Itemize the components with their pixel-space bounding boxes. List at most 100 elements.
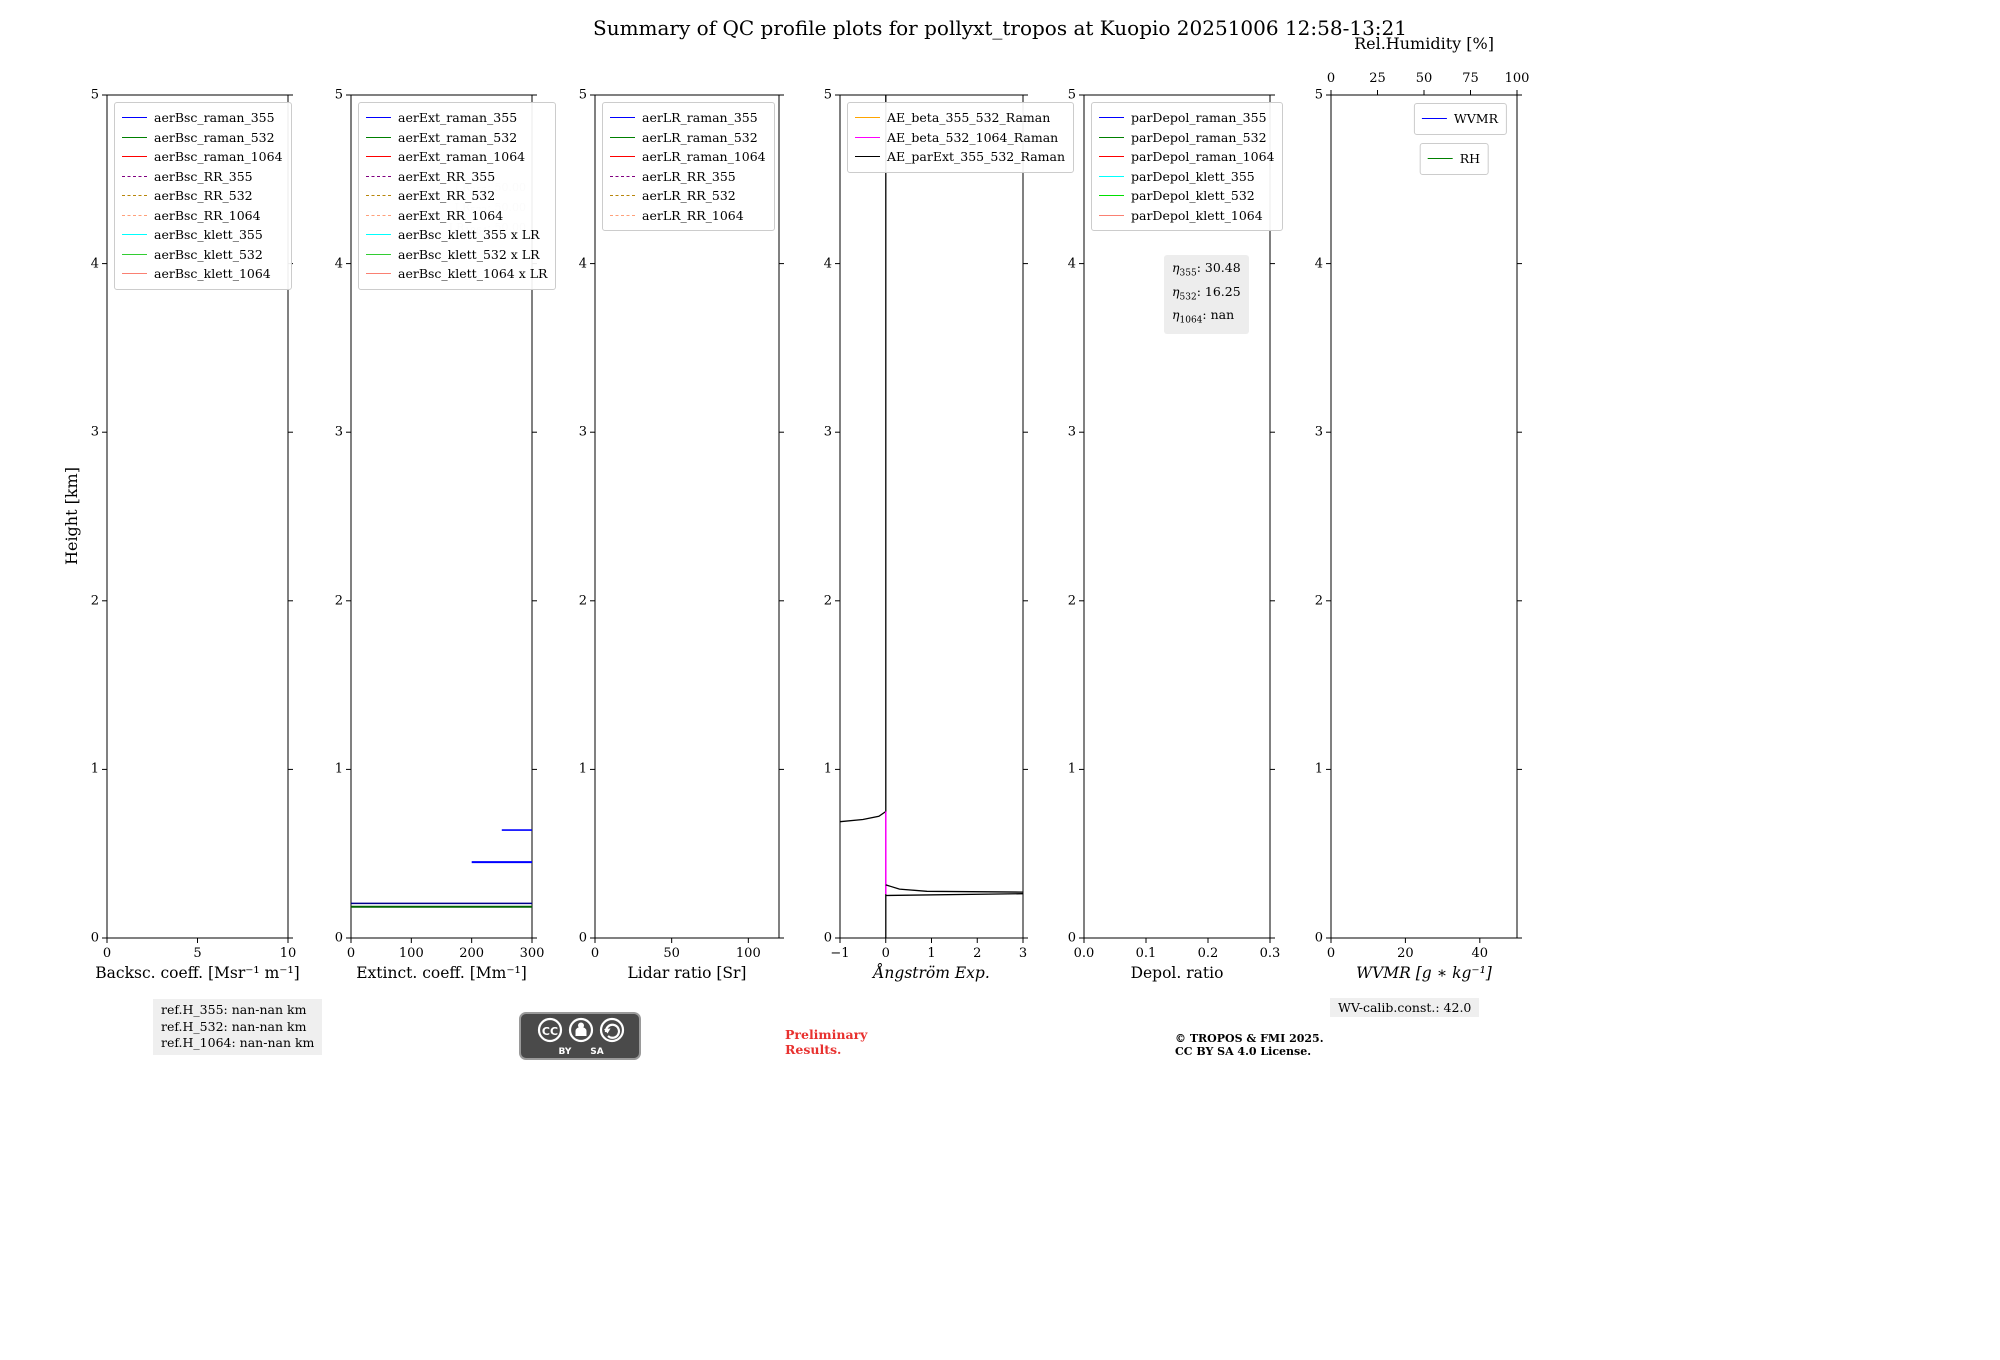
y-tick-label: 1 <box>1067 761 1076 777</box>
eta-annotation-line: η1064: nan <box>1172 307 1235 326</box>
legend-item: AE_parExt_355_532_Raman <box>855 147 1065 167</box>
cc-badge-by-label: BY <box>559 1047 572 1057</box>
legend-line-sample <box>122 234 147 236</box>
legend-label: parDepol_raman_355 <box>1131 110 1267 126</box>
legend-line-sample <box>122 136 147 138</box>
legend-item: aerBsc_klett_532 <box>122 245 283 265</box>
eta-annotation-line: η532: 16.25 <box>1172 283 1241 303</box>
y-tick-label: 1 <box>334 761 343 777</box>
legend-line-sample <box>855 136 880 138</box>
legend-label: aerBsc_klett_1064 x LR <box>398 266 548 282</box>
legend-line-sample <box>122 117 147 119</box>
legend-line-sample <box>1099 136 1124 138</box>
legend-label: aerBsc_RR_355 <box>154 168 253 184</box>
x-tick-label: 0 <box>881 946 890 961</box>
legend-label: aerLR_RR_1064 <box>642 207 744 223</box>
legend-line-sample <box>366 214 391 216</box>
y-tick-label: 4 <box>334 256 343 272</box>
y-tick-label: 5 <box>1314 87 1323 103</box>
x-axis-label-wvmr: WVMR [g ∗ kg⁻¹] <box>1356 964 1492 982</box>
legend-label: aerBsc_RR_1064 <box>154 207 261 223</box>
legend-line-sample <box>610 195 635 197</box>
legend-label: aerExt_raman_532 <box>398 129 518 145</box>
y-tick-label: 0 <box>334 930 343 946</box>
legend-item: aerLR_RR_1064 <box>610 206 766 226</box>
x-tick-label: 0 <box>346 946 356 961</box>
y-tick-label: 1 <box>578 761 587 777</box>
legend-line-sample <box>1099 156 1124 158</box>
legend-label: AE_parExt_355_532_Raman <box>887 149 1066 165</box>
legend-item: aerBsc_raman_355 <box>122 108 283 128</box>
legend-item: parDepol_klett_532 <box>1099 186 1274 206</box>
legend-item: aerBsc_RR_532 <box>122 186 283 206</box>
legend-line-sample <box>1099 117 1124 119</box>
legend-line-sample <box>610 117 635 119</box>
legend-line-sample <box>610 175 635 177</box>
legend-item: aerBsc_klett_532 x LR <box>366 245 547 265</box>
legend-label: aerBsc_RR_532 <box>154 188 253 204</box>
legend-line-sample <box>122 156 147 158</box>
legend-item: aerExt_raman_355 <box>366 108 547 128</box>
y-tick-label: 2 <box>1067 593 1076 609</box>
legend-line-sample <box>855 156 880 158</box>
copyright-note: © TROPOS & FMI 2025. CC BY SA 4.0 Licens… <box>1175 1032 1324 1058</box>
x-tick-label: 1 <box>927 946 936 961</box>
y-tick-label: 3 <box>334 424 343 440</box>
legend-label: aerLR_raman_532 <box>642 129 758 145</box>
legend-item: aerBsc_klett_1064 x LR <box>366 264 547 284</box>
y-tick-label: 0 <box>90 930 99 946</box>
legend-line-sample <box>610 156 635 158</box>
series-AE_lower_curve <box>885 884 1024 893</box>
legend-angstrom: AE_beta_355_532_Raman AE_beta_532_1064_Ra… <box>847 102 1075 173</box>
legend-line-sample <box>366 175 391 177</box>
legend-line-sample <box>1099 175 1124 177</box>
legend-label: AE_beta_532_1064_Raman <box>887 129 1059 145</box>
page-title: Summary of QC profile plots for pollyxt_… <box>593 16 1407 40</box>
x-tick-label: −1 <box>830 946 850 961</box>
axes-frame-wvmr <box>1330 94 1518 939</box>
legend-item: aerBsc_raman_532 <box>122 128 283 148</box>
top-tick-label: 50 <box>1415 71 1433 86</box>
x-axis-label-extinction: Extinct. coeff. [Mm⁻¹] <box>356 964 527 982</box>
preliminary-results-note: Preliminary Results. <box>785 1027 867 1057</box>
y-tick-label: 5 <box>578 87 587 103</box>
x-tick-label: 20 <box>1397 946 1414 961</box>
legend-lidar-ratio: aerLR_raman_355 aerLR_raman_532 aerLR_rama… <box>602 102 775 231</box>
legend-label: aerExt_RR_355 <box>398 168 496 184</box>
legend-line-sample <box>366 273 391 275</box>
ref-height-355: ref.H_355: nan-nan km <box>161 1002 307 1017</box>
y-tick-label: 1 <box>823 761 832 777</box>
legend-line-sample <box>366 156 391 158</box>
legend-line-sample <box>366 234 391 236</box>
legend-label: parDepol_klett_355 <box>1131 168 1255 184</box>
preliminary-line-2: Results. <box>785 1042 842 1057</box>
y-tick-label: 5 <box>334 87 343 103</box>
ref-height-532: ref.H_532: nan-nan km <box>161 1018 307 1034</box>
legend-label: aerBsc_klett_532 <box>154 246 263 262</box>
legend-label: aerExt_RR_532 <box>398 188 496 204</box>
legend-line-sample <box>122 273 147 275</box>
x-tick-label: 100 <box>735 946 761 961</box>
legend-label: aerBsc_raman_532 <box>154 129 275 145</box>
legend-item: parDepol_raman_355 <box>1099 108 1274 128</box>
legend-line-sample <box>855 117 880 119</box>
legend-line-sample <box>610 214 635 216</box>
legend-label: aerBsc_klett_355 x LR <box>398 227 540 243</box>
y-tick-label: 2 <box>1314 593 1323 609</box>
top-tick-label: 75 <box>1462 71 1479 86</box>
legend-label: aerLR_raman_355 <box>642 110 758 126</box>
legend-item: parDepol_raman_532 <box>1099 128 1274 148</box>
legend-line-sample <box>366 136 391 138</box>
y-tick-label: 4 <box>1067 256 1076 272</box>
y-tick-label: 5 <box>90 87 99 103</box>
axes-frame-lidar-ratio <box>594 94 780 939</box>
x-tick-label: 0 <box>1326 946 1336 961</box>
y-tick-label: 4 <box>578 256 587 272</box>
y-tick-label: 2 <box>823 593 832 609</box>
legend-line-sample <box>366 195 391 197</box>
legend-label: aerLR_raman_1064 <box>642 149 766 165</box>
y-tick-label: 0 <box>578 930 587 946</box>
legend-label: aerBsc_raman_355 <box>154 110 275 126</box>
eta-annotation: η355: 30.48 η532: 16.25 η1064: nan <box>1164 255 1249 334</box>
